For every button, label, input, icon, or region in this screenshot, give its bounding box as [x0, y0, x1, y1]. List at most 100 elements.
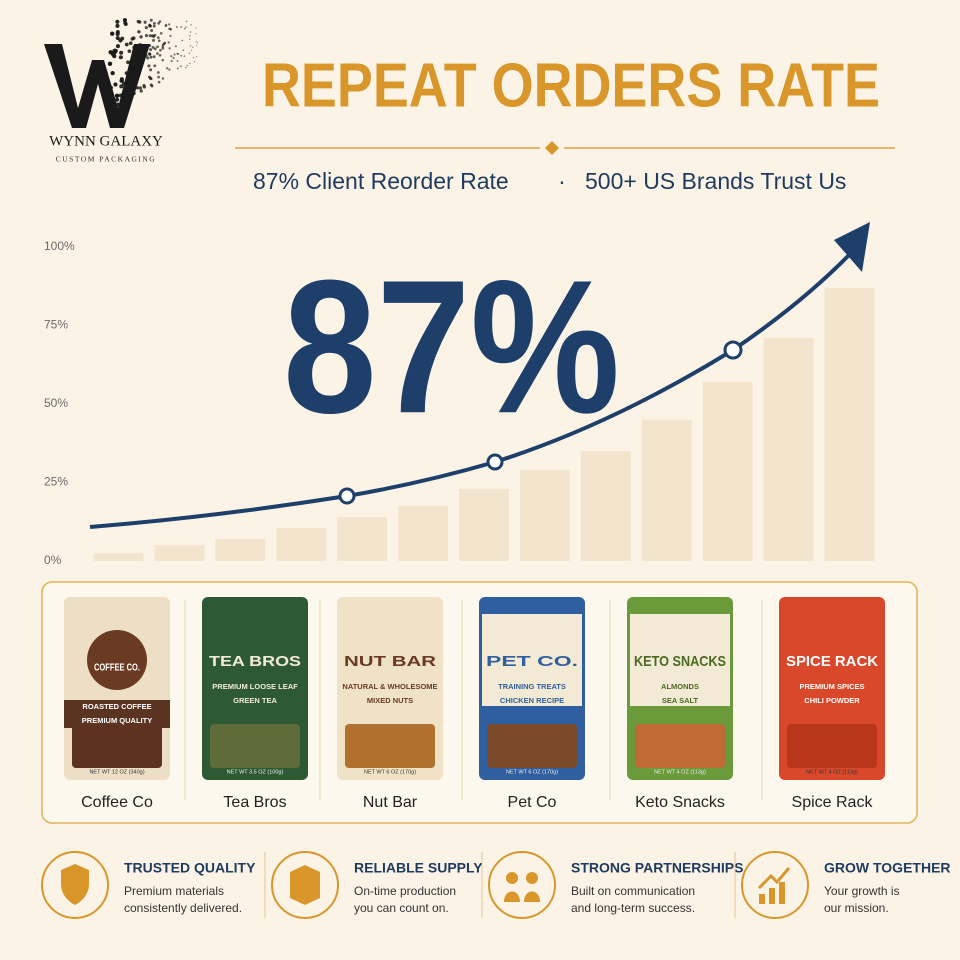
- logo-dot: [157, 80, 161, 84]
- bag-brand: SPICE RACK: [786, 653, 878, 670]
- logo-dot: [144, 26, 148, 30]
- logo-dot: [126, 60, 130, 65]
- logo-dot: [156, 71, 160, 74]
- logo-dot: [189, 62, 191, 65]
- bag-text: TRAINING TREATS: [498, 682, 566, 691]
- logo-dot: [118, 55, 123, 60]
- logo-dot: [157, 75, 160, 79]
- bag-net-weight: NET WT 6 OZ (170g): [506, 769, 558, 775]
- trend-point: [338, 487, 356, 505]
- feature-icon: [290, 865, 320, 905]
- feature-icon: [504, 891, 540, 902]
- bar: [580, 451, 631, 561]
- logo-dot: [132, 76, 137, 81]
- bag-net-weight: NET WT 6 OZ (170g): [364, 769, 416, 775]
- bag-net-weight: NET WT 12 OZ (340g): [89, 769, 144, 775]
- feature-icon-ring: [741, 851, 809, 919]
- logo-dot: [138, 20, 142, 24]
- bar: [519, 469, 570, 561]
- bar: [702, 382, 753, 561]
- logo-dot: [119, 77, 124, 82]
- logo-dot: [148, 44, 152, 48]
- logo-dot: [188, 52, 191, 54]
- logo-dot: [115, 44, 121, 49]
- logo-dot: [153, 21, 156, 25]
- headline-figure: 87%: [283, 241, 620, 453]
- bag-brand: NUT BAR: [344, 653, 436, 670]
- y-tick-label: 0%: [44, 553, 62, 567]
- product-name: Spice Rack: [792, 794, 874, 811]
- logo-dot: [143, 20, 147, 24]
- logo-dot: [148, 24, 152, 28]
- logo-dot: [190, 23, 192, 26]
- logo-dot: [115, 19, 120, 24]
- logo-dot: [135, 86, 140, 90]
- feature-text: On-time production: [354, 884, 456, 898]
- trend-point: [723, 340, 743, 360]
- logo-dot: [119, 84, 124, 89]
- logo-dot: [189, 44, 192, 47]
- logo-dot: [118, 93, 123, 98]
- feature-title: TRUSTED QUALITY: [124, 860, 256, 876]
- logo-dot: [128, 83, 133, 88]
- logo-dot: [190, 49, 193, 52]
- logo-dot: [192, 56, 195, 59]
- logo-dot: [139, 48, 143, 53]
- feature-icon-ring: [41, 851, 109, 919]
- logo-dot: [115, 97, 120, 102]
- logo-dot: [195, 56, 198, 58]
- logo-dot: [170, 55, 173, 58]
- logo-dot: [133, 45, 137, 49]
- product-name: Nut Bar: [363, 794, 418, 811]
- logo-dot: [183, 27, 186, 30]
- logo-dot: [188, 38, 191, 40]
- logo-dot: [133, 55, 137, 59]
- logo-dot: [176, 52, 179, 55]
- bar: [337, 517, 388, 561]
- logo-dot: [115, 102, 121, 107]
- logo-dot: [115, 30, 120, 35]
- logo-dot: [182, 49, 185, 52]
- logo-dot: [172, 57, 175, 60]
- bag-text: ALMONDS: [661, 682, 699, 691]
- logo-dot: [123, 98, 128, 103]
- logo-dot: [183, 55, 186, 58]
- logo-dot: [185, 20, 188, 23]
- logo-dot: [121, 81, 126, 86]
- logo-dot: [152, 35, 156, 38]
- logo-dot: [137, 30, 141, 34]
- logo-dot: [180, 54, 183, 57]
- logo-dot: [157, 21, 160, 25]
- logo-dot: [133, 62, 137, 67]
- logo-dot: [142, 83, 146, 88]
- bar: [215, 539, 266, 561]
- logo-dot: [175, 25, 178, 28]
- divider-diamond: [545, 141, 559, 155]
- bag-text: CHICKEN RECIPE: [500, 696, 564, 705]
- y-tick-label: 50%: [44, 396, 68, 410]
- bag-window: [210, 724, 300, 768]
- logo-dot: [152, 55, 156, 59]
- bag-net-weight: NET WT 4 OZ (113g): [806, 769, 858, 775]
- bag-brand: TEA BROS: [209, 653, 301, 670]
- logo-dot: [114, 93, 120, 98]
- bar: [641, 419, 692, 561]
- logo-dot: [149, 48, 153, 52]
- bag-brand: KETO SNACKS: [634, 653, 726, 670]
- logo-dot: [111, 52, 116, 57]
- logo-dot: [184, 66, 187, 69]
- logo-dot: [130, 37, 135, 41]
- bag-face: [482, 614, 582, 706]
- logo-dot: [156, 36, 160, 39]
- y-tick-label: 100%: [44, 239, 75, 253]
- feature-text: Your growth is: [824, 884, 900, 898]
- logo-dot: [124, 42, 129, 47]
- logo-dot: [157, 39, 161, 43]
- bar: [154, 545, 205, 561]
- logo-dot: [185, 26, 187, 28]
- logo-dot: [144, 54, 148, 58]
- bag-badge: [87, 630, 147, 690]
- logo-dot: [153, 47, 157, 51]
- logo-dot: [156, 52, 159, 55]
